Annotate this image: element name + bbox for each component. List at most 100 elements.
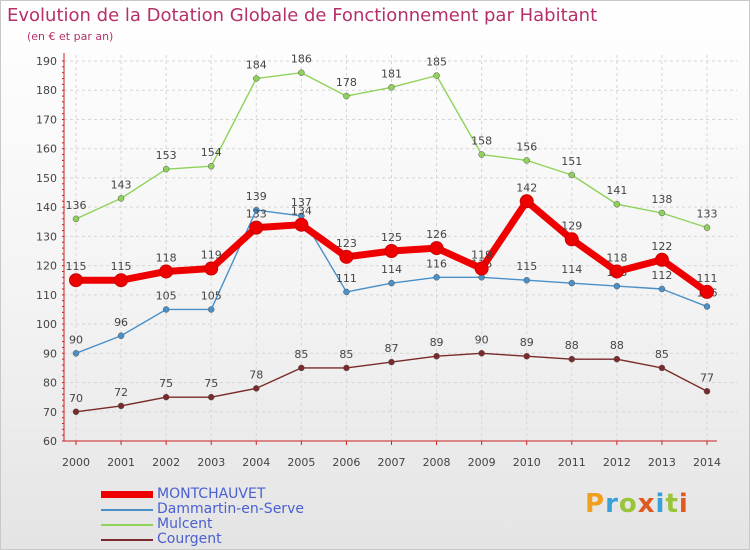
data-point-mulcent: [568, 171, 576, 179]
x-tick-label: 2014: [693, 456, 721, 469]
data-label-montchauvet: 118: [606, 251, 627, 264]
data-label-dammartin-en-serve: 90: [69, 333, 83, 346]
data-point-montchauvet: [519, 194, 534, 209]
y-tick-label: 180: [36, 84, 57, 97]
data-label-montchauvet: 119: [471, 249, 492, 262]
logo-letter: P: [585, 489, 606, 519]
data-label-dammartin-en-serve: 105: [156, 289, 177, 302]
y-tick-label: 60: [43, 435, 57, 448]
data-label-mulcent: 184: [246, 59, 267, 72]
data-label-mulcent: 156: [516, 140, 537, 153]
data-label-montchauvet: 122: [651, 240, 672, 253]
data-point-courgent: [343, 364, 350, 372]
legend-item-courgent: Courgent: [101, 531, 401, 547]
data-label-montchauvet: 142: [516, 181, 537, 194]
data-point-courgent: [703, 388, 711, 395]
data-label-mulcent: 143: [111, 178, 132, 191]
y-tick-label: 70: [43, 406, 57, 419]
data-point-dammartin-en-serve: [117, 332, 125, 340]
data-label-dammartin-en-serve: 116: [426, 257, 447, 270]
data-label-dammartin-en-serve: 139: [246, 190, 267, 203]
data-point-montchauvet: [114, 273, 129, 288]
logo-letter: i: [655, 489, 666, 519]
data-point-montchauvet: [339, 249, 354, 264]
y-tick-label: 160: [36, 143, 57, 156]
data-point-montchauvet: [474, 261, 489, 276]
data-label-mulcent: 186: [291, 53, 312, 66]
y-tick-label: 170: [36, 113, 57, 126]
data-point-montchauvet: [654, 252, 669, 267]
data-point-mulcent: [207, 162, 215, 170]
logo-letter: i: [678, 489, 689, 519]
data-point-montchauvet: [429, 241, 444, 256]
x-tick-label: 2002: [152, 456, 180, 469]
data-point-dammartin-en-serve: [613, 282, 621, 290]
logo-letter: o: [618, 489, 638, 519]
logo-letter: r: [605, 489, 619, 519]
data-point-montchauvet: [159, 264, 174, 279]
data-point-montchauvet: [294, 217, 309, 232]
x-tick-label: 2005: [287, 456, 315, 469]
data-label-dammartin-en-serve: 112: [651, 269, 672, 282]
data-point-mulcent: [478, 151, 485, 158]
legend-item-dammartin-en-serve: Dammartin-en-Serve: [101, 501, 401, 517]
data-point-courgent: [568, 355, 576, 363]
data-point-courgent: [658, 364, 666, 372]
x-tick-label: 2001: [107, 456, 135, 469]
data-label-courgent: 85: [339, 348, 353, 361]
x-tick-label: 2008: [423, 456, 451, 469]
data-label-courgent: 88: [610, 339, 624, 352]
data-label-mulcent: 178: [336, 76, 357, 89]
y-tick-label: 110: [36, 289, 57, 302]
data-label-mulcent: 158: [471, 135, 492, 148]
data-label-mulcent: 154: [201, 146, 222, 159]
x-tick-label: 2012: [603, 456, 631, 469]
data-label-courgent: 89: [520, 336, 534, 349]
data-label-courgent: 75: [204, 377, 218, 390]
x-tick-label: 2004: [242, 456, 270, 469]
data-label-mulcent: 138: [651, 193, 672, 206]
y-tick-label: 190: [36, 55, 57, 68]
data-label-courgent: 88: [565, 339, 579, 352]
data-label-courgent: 78: [249, 368, 263, 381]
data-point-dammartin-en-serve: [433, 274, 440, 281]
data-label-courgent: 70: [69, 392, 83, 405]
data-label-montchauvet: 129: [561, 219, 582, 232]
logo-letter: x: [637, 489, 656, 519]
data-label-montchauvet: 111: [697, 272, 718, 285]
data-point-dammartin-en-serve: [658, 285, 666, 293]
legend-item-montchauvet: MONTCHAUVET: [101, 486, 401, 502]
x-tick-label: 2006: [332, 456, 360, 469]
data-label-mulcent: 141: [606, 184, 627, 197]
legend-label-courgent: Courgent: [157, 531, 222, 547]
data-point-mulcent: [703, 224, 711, 231]
data-label-mulcent: 151: [561, 155, 582, 168]
data-point-mulcent: [388, 84, 395, 91]
data-label-dammartin-en-serve: 111: [336, 272, 357, 285]
x-tick-label: 2000: [62, 456, 90, 469]
x-tick-label: 2009: [468, 456, 496, 469]
y-tick-label: 130: [36, 230, 57, 243]
x-tick-label: 2011: [558, 456, 586, 469]
data-point-mulcent: [72, 215, 80, 223]
data-label-courgent: 77: [700, 371, 714, 384]
data-point-dammartin-en-serve: [343, 288, 350, 296]
y-tick-label: 150: [36, 172, 57, 185]
data-point-courgent: [298, 364, 305, 372]
data-point-dammartin-en-serve: [703, 303, 711, 310]
data-label-courgent: 89: [430, 336, 444, 349]
data-label-montchauvet: 115: [111, 260, 132, 273]
data-label-dammartin-en-serve: 137: [291, 196, 312, 209]
data-label-mulcent: 181: [381, 67, 402, 80]
legend-swatch-mulcent: [101, 524, 153, 526]
legend-swatch-montchauvet: [101, 491, 153, 498]
data-label-dammartin-en-serve: 96: [114, 316, 128, 329]
data-point-courgent: [207, 393, 215, 401]
y-tick-label: 80: [43, 377, 57, 390]
data-label-courgent: 72: [114, 386, 128, 399]
data-label-montchauvet: 125: [381, 231, 402, 244]
data-point-montchauvet: [69, 273, 83, 288]
chart-legend: MONTCHAUVET Dammartin-en-Serve Mulcent Cour…: [101, 486, 401, 547]
